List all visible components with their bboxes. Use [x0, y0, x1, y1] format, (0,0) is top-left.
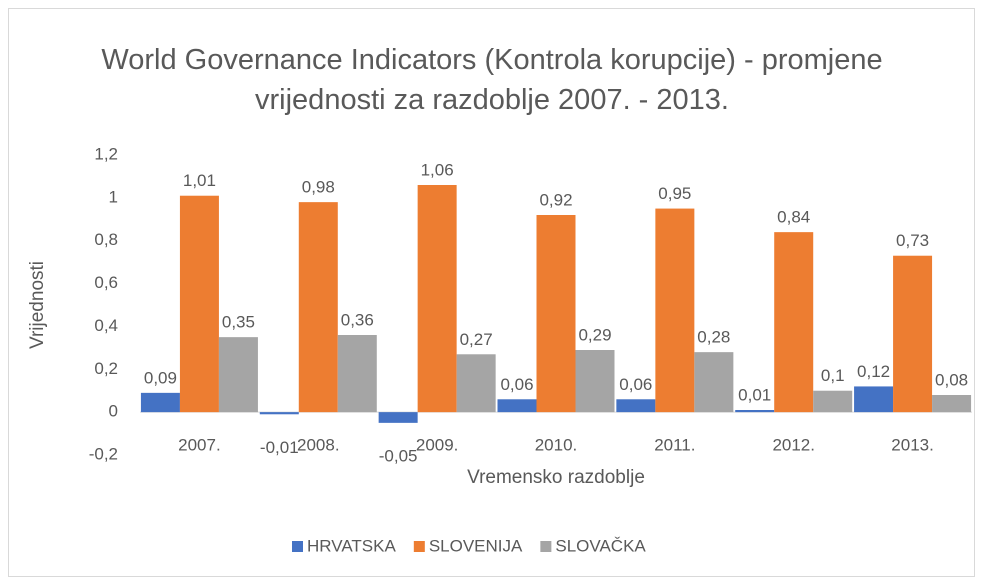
bar — [854, 386, 894, 413]
data-label: 1,06 — [421, 160, 454, 179]
bar — [694, 352, 734, 413]
chart-border — [8, 8, 975, 577]
legend-label: SLOVAČKA — [555, 536, 646, 555]
chart-title: World Governance Indicators (Kontrola ko… — [101, 44, 883, 116]
bar — [932, 395, 972, 413]
bar — [179, 195, 219, 413]
bar — [536, 215, 576, 413]
y-tick-label: 0,4 — [94, 316, 118, 335]
data-label: 0,92 — [539, 190, 572, 209]
x-tick-label: 2011. — [654, 435, 695, 454]
data-label: 0,95 — [658, 184, 691, 203]
bar — [378, 412, 418, 423]
x-tick-label: 2008. — [297, 435, 340, 454]
data-label: 0,35 — [222, 313, 255, 332]
bar — [417, 185, 457, 413]
bar — [575, 350, 615, 413]
y-tick-label: 1,2 — [94, 144, 118, 163]
bar — [735, 410, 775, 413]
bar — [616, 399, 656, 413]
y-axis-label: Vrijednosti — [27, 261, 48, 349]
y-tick-label: 0,6 — [94, 273, 118, 292]
data-label: 0,28 — [697, 328, 730, 347]
x-axis-label: Vremensko razdoblje — [467, 467, 645, 488]
data-label: 0,08 — [935, 370, 968, 389]
bar — [298, 202, 338, 413]
bar — [337, 335, 377, 413]
data-label: 0,01 — [738, 385, 771, 404]
data-label: 0,27 — [460, 330, 493, 349]
bar — [813, 390, 853, 413]
data-label: 0,1 — [821, 366, 845, 385]
legend-swatch — [540, 541, 552, 552]
data-label: 0,29 — [578, 325, 611, 344]
data-label: 1,01 — [183, 171, 216, 190]
y-tick-label: 0,2 — [94, 359, 118, 378]
data-label: 0,36 — [341, 310, 374, 329]
data-label: 0,09 — [144, 368, 177, 387]
y-tick-label: 0 — [109, 402, 118, 421]
data-label: 0,84 — [777, 208, 810, 227]
bar — [893, 255, 933, 413]
data-label: -0,05 — [379, 446, 418, 465]
x-tick-label: 2013. — [891, 435, 934, 454]
bar — [774, 232, 814, 413]
bar — [456, 354, 496, 413]
x-tick-label: 2007. — [178, 435, 221, 454]
legend-label: HRVATSKA — [307, 536, 396, 555]
data-label: 0,98 — [302, 178, 335, 197]
y-tick-label: 1 — [109, 187, 118, 206]
x-tick-label: 2009. — [416, 435, 459, 454]
data-label: 0,12 — [857, 362, 890, 381]
legend-label: SLOVENIJA — [429, 536, 523, 555]
data-label: 0,06 — [500, 375, 533, 394]
y-tick-label: 0,8 — [94, 230, 118, 249]
legend-swatch — [292, 541, 303, 552]
x-tick-label: 2012. — [772, 435, 815, 454]
data-label: 0,06 — [619, 375, 652, 394]
bar — [218, 337, 258, 413]
bar — [259, 412, 299, 415]
data-label: -0,01 — [260, 438, 299, 457]
legend-swatch — [413, 541, 425, 552]
y-tick-label: -0,2 — [89, 444, 118, 463]
bar — [497, 399, 537, 413]
data-label: 0,73 — [896, 231, 929, 250]
x-tick-label: 2010. — [535, 435, 578, 454]
bar — [655, 208, 695, 413]
bar — [140, 392, 180, 413]
